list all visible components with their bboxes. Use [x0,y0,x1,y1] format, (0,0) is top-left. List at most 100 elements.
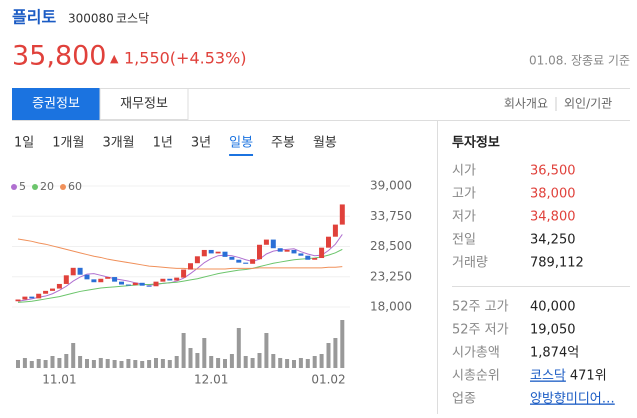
tab[interactable]: 재무정보 [120,97,168,112]
volume-bar [78,356,83,368]
volume-bar [181,333,186,368]
tab-box[interactable] [99,88,189,120]
candle [36,293,42,299]
volume-bar [333,338,338,368]
volume-bar [298,358,303,368]
volume-bar [36,359,41,368]
info-value: 789,112 [530,256,584,271]
candle [125,284,131,286]
period-tab[interactable]: 1일 [14,136,34,151]
candle [326,236,331,248]
candle [56,283,62,289]
volume-bar [140,361,145,368]
y-tick-label: 33,750 [370,209,412,223]
candle [153,281,159,287]
info-label: 고가 [452,187,476,202]
candle [319,247,325,259]
candle [284,249,290,252]
period-tab[interactable]: 일봉 [229,136,253,151]
link[interactable]: 회사개요 [504,97,548,111]
candle [22,296,28,300]
info-value: 34,250 [530,233,576,248]
info-value: 40,000 [530,300,576,315]
candle [105,277,111,279]
as-of: 01.08. 장종료 기준 [529,54,630,68]
volume-bar [216,358,221,368]
stock-code: 300080 [68,12,114,26]
volume-bar [57,358,62,368]
volume-bar [292,360,296,368]
link[interactable]: 외인/기관 [564,97,612,111]
candle [263,239,269,245]
x-tick-label: 12.01 [194,373,228,387]
legend-label: 60 [68,180,82,193]
candle [174,277,180,281]
legend-dot [60,184,66,190]
price: 35,800 [12,41,106,72]
y-tick-label: 23,250 [370,269,412,283]
volume-bar [85,359,89,368]
legend-label: 5 [19,180,26,193]
info-title: 투자정보 [452,135,500,151]
volume-bar [126,359,131,368]
candle [277,248,283,252]
volume-bar [133,360,138,368]
candle [63,275,69,284]
info-value: 1,874억 [530,346,579,361]
candle [201,249,207,257]
period-tab[interactable]: 3개월 [102,136,134,151]
volume-bar [188,348,193,368]
volume-bar [257,353,262,368]
candle [29,296,35,299]
tab-active[interactable] [12,88,100,120]
candle [243,262,249,264]
volume-bar [160,359,165,368]
candle [257,244,262,260]
info-link[interactable]: 코스닥 [530,369,566,384]
period-tab[interactable]: 주봉 [271,136,295,151]
info-value: 471위 [570,369,607,384]
period-tab[interactable]: 1개월 [52,136,84,151]
candle [15,299,21,302]
candle [208,249,214,254]
volume-bar [174,356,179,368]
volume-bar [105,359,110,368]
volume-bar [112,360,117,368]
y-tick-label: 18,000 [370,300,412,314]
ma-line [17,248,343,303]
candle [139,282,145,286]
info-label: 저가 [452,210,476,225]
volume-bar [243,356,248,368]
volume-bar [147,360,152,368]
info-link[interactable]: 양방향미디어… [530,392,615,407]
volume-bar [319,354,324,368]
period-tab[interactable]: 1년 [153,136,173,151]
candle [194,256,200,264]
legend-dot [11,184,17,190]
candle [291,249,297,254]
candle [119,281,124,285]
period-tab[interactable]: 3년 [191,136,211,151]
tab[interactable]: 증권정보 [32,97,80,112]
period-tab[interactable]: 월봉 [313,136,337,151]
volume-bar [154,358,158,368]
change-arrow: ▲ [110,52,119,65]
info-value: 38,000 [530,187,576,202]
stock-name[interactable]: 플리토 [12,8,56,27]
info-label: 52주 고가 [452,300,509,315]
volume-bar [285,359,290,368]
info-label: 업종 [452,392,476,407]
volume-bar [195,353,200,368]
info-label: 전일 [452,233,476,248]
candle [181,269,187,278]
candle [298,253,304,256]
volume-bar [305,359,310,368]
candle [112,277,118,282]
volume-bar [326,343,331,368]
volume-bar [312,356,317,368]
market: 코스닥 [116,12,149,26]
volume-bar [236,328,241,368]
volume-bar [71,343,76,368]
volume-bar [229,354,234,368]
